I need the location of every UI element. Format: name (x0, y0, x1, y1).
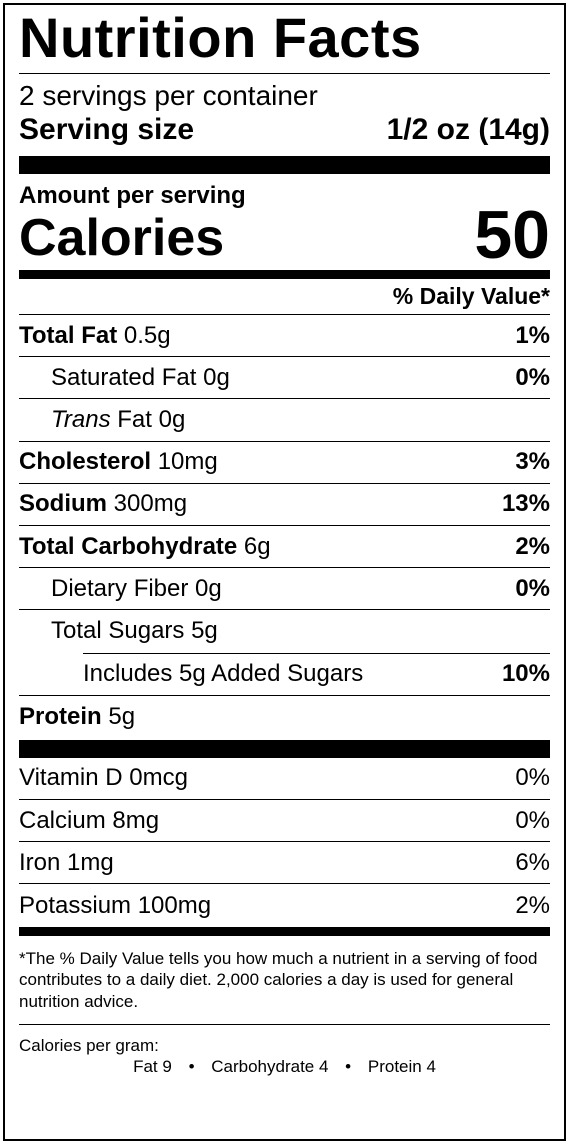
nutrient-text: Total Sugars 5g (51, 617, 218, 645)
nutrient-text: Sodium 300mg (19, 490, 188, 518)
nutrient-row-trans-fat: Trans Fat 0g (19, 399, 550, 442)
medium-divider-footnote (19, 926, 550, 936)
vitamin-row-potassium: Potassium 100mg 2% (19, 884, 550, 926)
vitamin-dv: 0% (515, 806, 550, 834)
calories-per-gram-values: Fat 9 • Carbohydrate 4 • Protein 4 (19, 1056, 550, 1077)
daily-value-header: % Daily Value* (19, 279, 550, 315)
nutrient-text: Total Carbohydrate 6g (19, 532, 271, 560)
nutrient-dv: 2% (515, 532, 550, 560)
servings-per-container: 2 servings per container (19, 80, 318, 111)
nutrient-row-total-fat: Total Fat 0.5g 1% (19, 315, 550, 358)
title-divider (19, 73, 550, 74)
nutrient-text: Cholesterol 10mg (19, 448, 218, 476)
nutrient-dv: 10% (501, 660, 550, 688)
vitamin-row-iron: Iron 1mg 6% (19, 842, 550, 885)
vitamin-dv: 2% (515, 891, 550, 919)
nutrient-row-sodium: Sodium 300mg 13% (19, 484, 550, 526)
nutrient-dv: 1% (515, 321, 550, 349)
nutrient-text: Includes 5g Added Sugars (83, 660, 364, 688)
amount-per-serving: Amount per serving (19, 182, 246, 209)
nutrient-dv: 0% (515, 574, 550, 602)
bullet-separator: • (188, 1057, 195, 1077)
nutrient-dv: 0% (515, 363, 550, 391)
nutrient-text: Protein 5g (19, 702, 136, 730)
vitamin-text: Calcium 8mg (19, 806, 160, 834)
footnote-divider (19, 1024, 550, 1026)
calories-label: Calories (19, 209, 225, 267)
daily-value-footnote: *The % Daily Value tells you how much a … (19, 948, 538, 1011)
nutrient-dv: 13% (501, 490, 550, 518)
medium-divider (19, 270, 550, 279)
vitamin-text: Vitamin D 0mcg (19, 764, 188, 792)
nutrient-row-total-sugars: Total Sugars 5g (19, 610, 550, 652)
vitamin-row-calcium: Calcium 8mg 0% (19, 800, 550, 843)
nutrient-row-saturated-fat: Saturated Fat 0g 0% (19, 357, 550, 400)
serving-size-value: 1/2 oz (14g) (386, 113, 550, 146)
nutrient-text: Total Fat 0.5g (19, 321, 171, 349)
nutrient-row-dietary-fiber: Dietary Fiber 0g 0% (19, 568, 550, 611)
nutrient-text: Dietary Fiber 0g (51, 574, 222, 602)
nutrition-facts-label: Nutrition Facts 2 servings per container… (3, 3, 566, 1141)
calories-value: 50 (474, 197, 550, 273)
thick-divider-top (19, 156, 550, 174)
nutrient-row-cholesterol: Cholesterol 10mg 3% (19, 442, 550, 484)
calories-row: Calories 50 (19, 197, 550, 273)
cpg-protein: Protein 4 (367, 1057, 436, 1077)
cpg-carbohydrate: Carbohydrate 4 (211, 1057, 329, 1077)
vitamin-dv: 0% (515, 764, 550, 792)
vitamin-text: Iron 1mg (19, 848, 114, 876)
nutrient-text: Trans Fat 0g (51, 405, 186, 433)
calories-per-gram-label: Calories per gram: (19, 1036, 159, 1056)
label-title: Nutrition Facts (19, 6, 422, 69)
nutrient-dv: 3% (515, 448, 550, 476)
added-sugars-divider (83, 652, 550, 654)
nutrient-text: Saturated Fat 0g (51, 363, 230, 391)
nutrient-row-added-sugars: Includes 5g Added Sugars 10% (19, 654, 550, 696)
vitamin-dv: 6% (515, 848, 550, 876)
serving-size-label: Serving size (19, 113, 195, 146)
label-content: Nutrition Facts 2 servings per container… (19, 5, 550, 1077)
nutrient-row-protein: Protein 5g (19, 696, 550, 738)
thick-divider-vitamins (19, 739, 550, 758)
serving-size-row: Serving size 1/2 oz (14g) (19, 112, 550, 148)
bullet-separator: • (345, 1057, 352, 1077)
cpg-fat: Fat 9 (133, 1057, 172, 1077)
nutrient-row-total-carbohydrate: Total Carbohydrate 6g 2% (19, 526, 550, 569)
vitamin-text: Potassium 100mg (19, 891, 212, 919)
vitamin-row-vitamin-d: Vitamin D 0mcg 0% (19, 758, 550, 801)
